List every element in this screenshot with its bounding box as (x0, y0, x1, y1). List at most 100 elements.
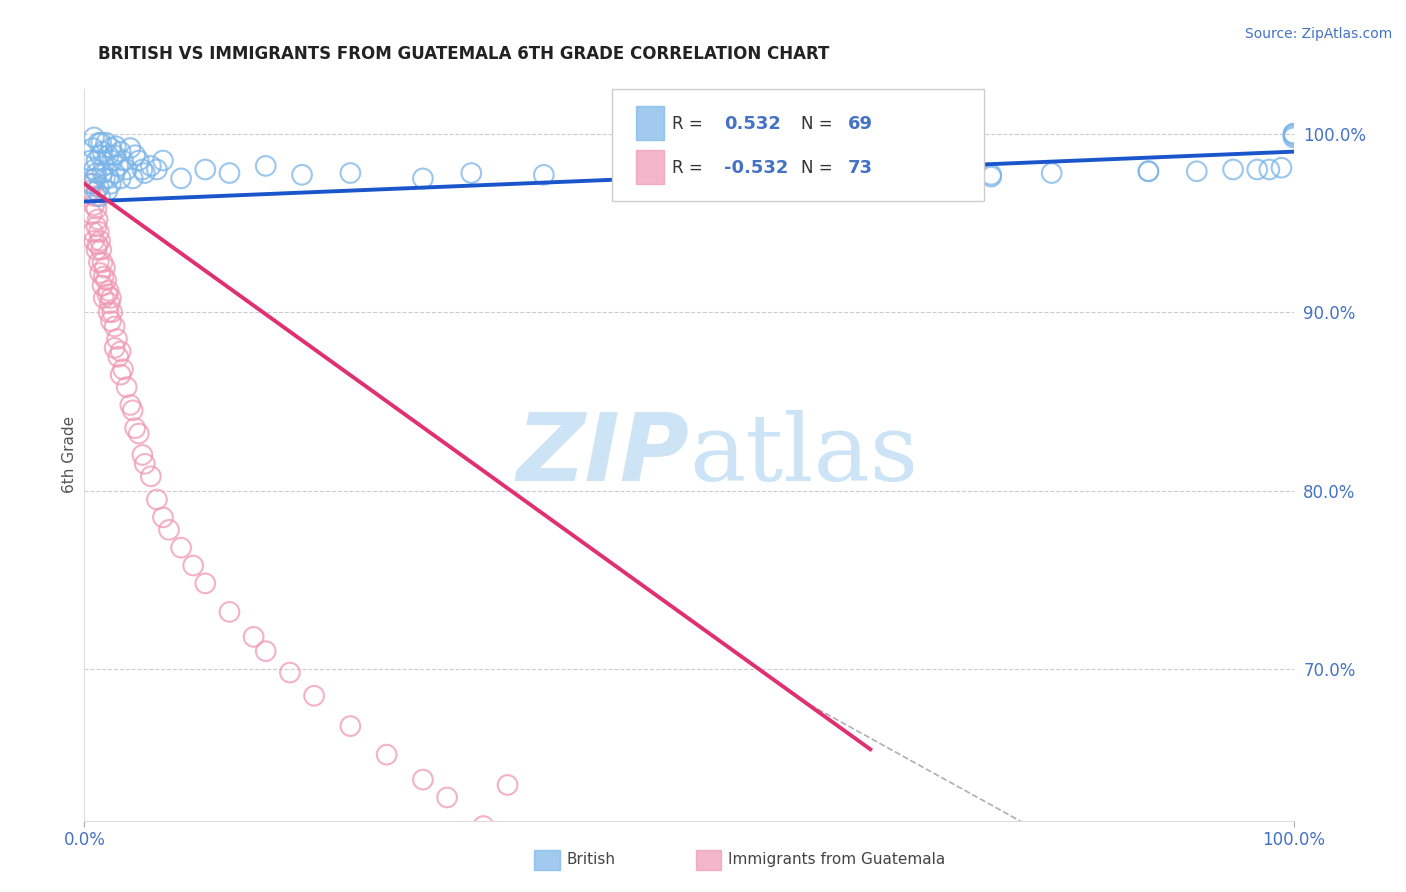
Point (339, 166, 361, 180)
Point (100, 314, 122, 328)
Text: Source: ZipAtlas.com: Source: ZipAtlas.com (1244, 27, 1392, 41)
Point (105, 332, 128, 346)
Point (157, 523, 180, 537)
Point (278, 665, 301, 680)
Point (83, 162, 105, 177)
Y-axis label: 6th Grade: 6th Grade (62, 417, 77, 493)
Text: ZIP: ZIP (516, 409, 689, 501)
Point (98, 296, 121, 310)
Point (146, 162, 169, 177)
Point (112, 362, 135, 376)
Point (79, 177, 101, 191)
Point (1282, 128, 1305, 143)
Point (152, 510, 174, 524)
Point (412, 772, 434, 787)
Point (120, 141, 142, 155)
Point (110, 368, 132, 382)
Point (93, 159, 115, 173)
Point (460, 166, 482, 180)
Point (86, 202, 108, 216)
Point (218, 166, 240, 180)
Point (124, 148, 146, 162)
Point (96, 287, 118, 301)
Point (124, 421, 146, 435)
Point (110, 145, 132, 159)
Point (194, 162, 217, 177)
Point (139, 469, 162, 483)
Text: 69: 69 (848, 115, 873, 134)
Point (89, 189, 111, 203)
Text: -0.532: -0.532 (724, 159, 789, 177)
Point (1270, 161, 1292, 175)
Point (90, 243, 112, 257)
Point (89, 266, 111, 280)
Point (134, 457, 156, 471)
Point (104, 139, 127, 153)
Point (91, 145, 114, 159)
Point (94, 171, 117, 186)
Point (82, 177, 104, 191)
Point (87, 136, 110, 150)
Point (339, 719, 361, 733)
Point (254, 159, 277, 173)
Point (1040, 166, 1063, 180)
Text: R =: R = (672, 159, 713, 177)
Point (86, 166, 108, 180)
Point (91, 166, 114, 180)
Point (115, 162, 138, 177)
Point (1282, 127, 1305, 141)
Point (104, 166, 127, 180)
Point (101, 305, 124, 319)
Point (82, 141, 104, 155)
Point (104, 148, 127, 162)
Point (86, 219, 108, 234)
Point (302, 689, 325, 703)
Point (97, 148, 120, 162)
Point (110, 171, 132, 186)
Point (980, 169, 1002, 184)
Point (86, 184, 108, 198)
Point (84, 189, 107, 203)
Point (86, 153, 108, 168)
Point (254, 644, 277, 658)
Point (89, 234, 111, 248)
Point (86, 212, 108, 227)
Point (1137, 164, 1160, 178)
Point (799, 166, 821, 180)
Point (128, 426, 150, 441)
Point (1282, 127, 1305, 141)
Point (97, 171, 120, 186)
Point (82, 225, 104, 239)
Point (980, 168, 1002, 182)
Point (1222, 162, 1244, 177)
Point (107, 350, 129, 364)
Point (83, 198, 105, 212)
Point (131, 162, 153, 177)
Point (242, 630, 264, 644)
Point (152, 153, 174, 168)
Point (291, 168, 314, 182)
Point (86, 237, 108, 252)
Point (94, 136, 117, 150)
Point (1185, 164, 1208, 178)
Point (1137, 164, 1160, 178)
Point (121, 171, 143, 186)
Point (170, 171, 193, 186)
Text: atlas: atlas (689, 410, 918, 500)
Point (702, 171, 724, 186)
Point (110, 344, 132, 359)
Point (170, 541, 193, 555)
Point (90, 136, 112, 150)
Point (128, 153, 150, 168)
Point (100, 177, 122, 191)
Point (87, 180, 110, 194)
Point (93, 269, 115, 284)
Point (1282, 130, 1305, 145)
Point (375, 747, 398, 762)
Point (436, 790, 458, 805)
Point (97, 305, 120, 319)
Point (1258, 162, 1281, 177)
Point (533, 168, 555, 182)
Point (412, 171, 434, 186)
Point (87, 225, 110, 239)
